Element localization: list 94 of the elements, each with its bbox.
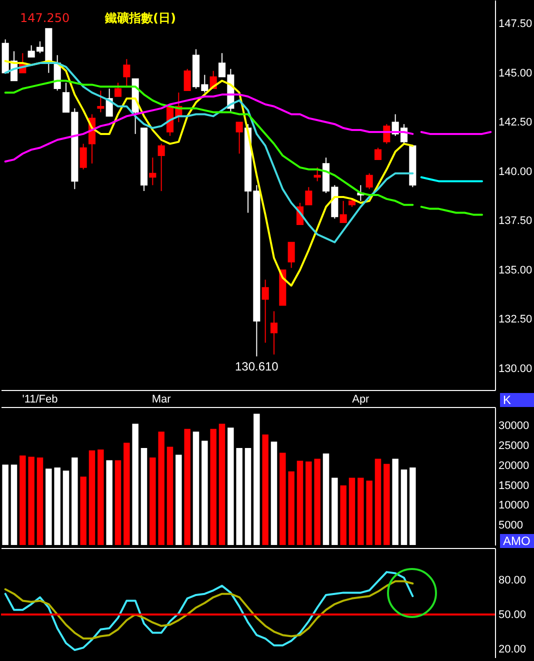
candlestick: [305, 186, 312, 206]
bar: [392, 458, 398, 545]
bar: [306, 461, 312, 545]
bar: [348, 478, 356, 545]
bar: [296, 460, 304, 545]
line-series: [420, 206, 483, 216]
line-series: [4, 580, 414, 640]
bar: [46, 468, 52, 545]
bar: [228, 428, 234, 545]
bar: [124, 442, 130, 545]
x-tick-label: Apr: [352, 394, 370, 406]
bar: [184, 428, 190, 545]
bar: [366, 480, 372, 545]
candlestick: [158, 143, 165, 192]
bar: [54, 467, 60, 545]
y-tick-label: 145.00: [498, 67, 532, 80]
bar: [150, 458, 156, 545]
candlestick: [340, 200, 347, 224]
bar: [114, 460, 122, 545]
y-tick-label: 132.50: [498, 314, 532, 326]
bar: [132, 424, 138, 545]
bar: [28, 456, 34, 545]
y-tick-label: 130.00: [498, 362, 532, 375]
bar: [2, 464, 8, 545]
y-tick-label: 50.00: [498, 608, 526, 621]
bar: [410, 467, 416, 545]
bar: [262, 434, 268, 545]
bar: [140, 448, 148, 545]
bar: [254, 414, 260, 545]
bar: [210, 428, 216, 545]
bar: [36, 458, 44, 545]
bar: [236, 448, 242, 545]
bar: [72, 458, 78, 545]
candlestick: [97, 90, 104, 113]
candlestick: [262, 279, 269, 344]
candlestick: [374, 147, 382, 160]
annotation: 147.250: [20, 11, 70, 25]
text: K: [500, 393, 534, 407]
bar: [106, 460, 112, 545]
y-tick-label: 137.50: [498, 215, 532, 228]
bar: [218, 424, 226, 545]
text: AMO: [500, 534, 534, 548]
y-tick-label: 142.50: [498, 116, 532, 129]
y-tick-label: 20000: [498, 460, 530, 472]
bar: [20, 456, 26, 545]
line-series: [4, 94, 414, 163]
bar: [10, 464, 18, 545]
bar: [280, 452, 286, 545]
candlestick: [123, 58, 130, 88]
bar: [384, 464, 390, 545]
candlestick: [314, 166, 321, 182]
bar: [202, 440, 208, 545]
candlestick: [288, 242, 295, 268]
bar: [400, 469, 408, 545]
bar: [322, 454, 330, 545]
y-tick-label: 15000: [498, 480, 530, 492]
y-tick-label: 140.00: [498, 166, 532, 178]
candlestick: [236, 122, 243, 154]
bar: [332, 478, 338, 545]
candlestick: [270, 310, 278, 356]
y-tick-label: 5000: [498, 520, 523, 532]
annotation: 130.610: [234, 359, 279, 374]
y-tick-label: 30000: [498, 420, 530, 432]
bar: [176, 454, 182, 545]
y-tick-label: 25000: [498, 440, 530, 452]
y-tick-label: 147.50: [498, 18, 532, 30]
y-tick-label: 20.00: [498, 643, 526, 656]
candlestick: [149, 157, 156, 186]
text: 鐵礦指數(日): [105, 11, 176, 25]
bar: [158, 432, 164, 545]
bar: [314, 458, 320, 545]
bar: [166, 446, 174, 545]
y-tick-label: 80.00: [498, 574, 526, 587]
y-tick-label: 10000: [498, 500, 530, 512]
bar: [62, 470, 70, 545]
line-series: [4, 571, 414, 651]
bar: [270, 442, 278, 545]
bar: [80, 476, 86, 545]
bar: [358, 478, 364, 545]
bar: [98, 450, 104, 545]
bar: [192, 432, 200, 545]
bar: [244, 448, 252, 545]
bar: [88, 450, 96, 545]
y-tick-label: 135.00: [498, 264, 532, 276]
line-series: [4, 80, 414, 206]
candlestick: [184, 68, 191, 92]
x-tick-label: '11/Feb: [22, 394, 58, 406]
bar: [374, 458, 382, 545]
candlestick: [366, 172, 373, 190]
bar: [288, 471, 294, 545]
candlestick: [80, 143, 87, 170]
x-tick-label: Mar: [152, 394, 172, 406]
candlestick: [114, 82, 122, 98]
bar: [340, 485, 346, 545]
